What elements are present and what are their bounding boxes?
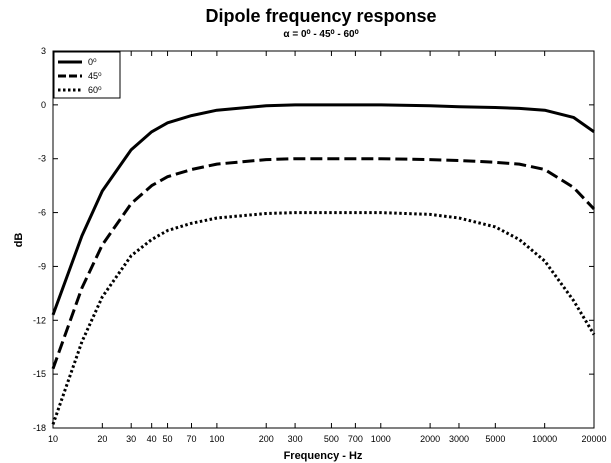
- x-tick-label: 20: [97, 434, 107, 444]
- x-axis: 10 20 30 40 50 70 100 200 300 500 700 1000 2000 3000 5…: [48, 51, 607, 444]
- x-tick-label: 500: [324, 434, 339, 444]
- x-tick-label: 20000: [581, 434, 606, 444]
- y-tick-label: -6: [38, 208, 46, 218]
- x-axis-title: Frequency - Hz: [284, 450, 363, 462]
- x-tick-label: 5000: [485, 434, 505, 444]
- x-tick-label: 10: [48, 434, 58, 444]
- series-line-0: [51, 103, 595, 316]
- legend-label: 60⁰: [88, 85, 102, 95]
- plot-area: [52, 50, 595, 429]
- x-tick-label: 3000: [449, 434, 469, 444]
- y-tick-label: -18: [33, 423, 46, 433]
- legend-label: 45⁰: [88, 71, 102, 81]
- x-tick-label: 30: [126, 434, 136, 444]
- chart-title: Dipole frequency response: [205, 6, 436, 26]
- series-line-2: [51, 211, 596, 425]
- x-tick-label: 1000: [371, 434, 391, 444]
- y-tick-label: 3: [41, 46, 46, 56]
- y-tick-label: -3: [38, 154, 46, 164]
- x-tick-label: 700: [348, 434, 363, 444]
- x-tick-label: 40: [147, 434, 157, 444]
- series-line-1: [51, 157, 596, 370]
- series-lines: [51, 103, 596, 425]
- y-axis-title: dB: [13, 233, 25, 248]
- y-tick-label: -9: [38, 261, 46, 271]
- x-tick-label: 50: [163, 434, 173, 444]
- chart-subtitle: α = 0⁰ - 45⁰ - 60⁰: [283, 29, 358, 40]
- x-tick-label: 2000: [420, 434, 440, 444]
- y-axis: 3 0 -3 -6 -9 -12 -15 -18: [33, 46, 594, 433]
- y-tick-label: 0: [41, 100, 46, 110]
- y-tick-label: -12: [33, 315, 46, 325]
- legend-label: 0⁰: [88, 57, 97, 67]
- x-tick-label: 10000: [532, 434, 557, 444]
- y-tick-label: -15: [33, 369, 46, 379]
- x-tick-label: 300: [288, 434, 303, 444]
- x-tick-label: 200: [259, 434, 274, 444]
- legend: 0⁰ 45⁰ 60⁰: [53, 51, 121, 99]
- x-tick-label: 100: [209, 434, 224, 444]
- x-tick-label: 70: [186, 434, 196, 444]
